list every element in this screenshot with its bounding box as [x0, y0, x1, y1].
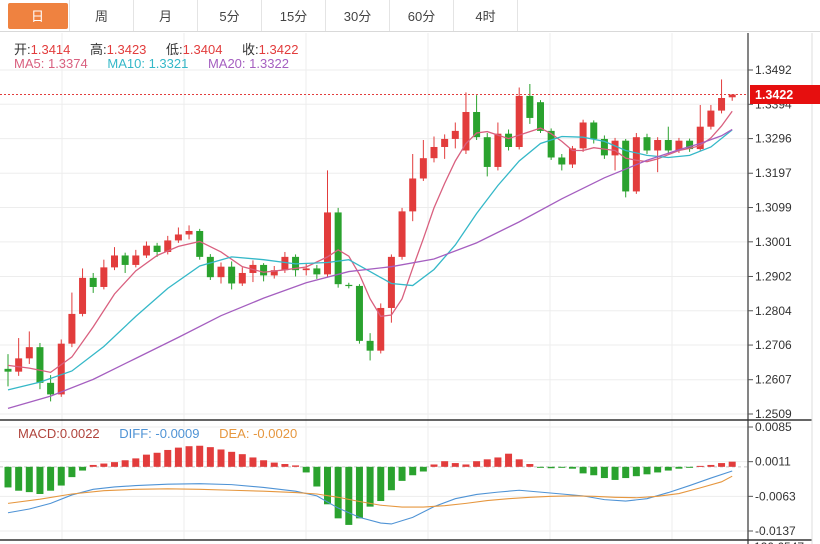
high-value: 1.3423: [106, 42, 147, 57]
svg-text:0.0085: 0.0085: [755, 420, 792, 434]
pane-borders: [0, 33, 813, 544]
ma5-line: [7, 110, 733, 374]
svg-text:1.2804: 1.2804: [755, 304, 792, 318]
close-label: 收:: [242, 42, 259, 57]
svg-text:1.3197: 1.3197: [755, 166, 792, 180]
svg-text:1.2509: 1.2509: [755, 407, 792, 421]
ma20-line: [7, 128, 733, 410]
svg-text:1.3001: 1.3001: [755, 235, 792, 249]
ma5-label: MA5:: [14, 56, 45, 71]
macd-value: 0.0022: [59, 426, 100, 441]
ma5-value: 1.3374: [47, 56, 88, 71]
tab-label-week: 周: [94, 9, 108, 24]
timeframe-tab-bar: 日 周 月 5分 15分 30分 60分 4时: [0, 0, 820, 32]
macd-readout: MACD:0.0022 DIFF: -0.0009 DEA: -0.0020: [18, 426, 313, 441]
ma10-value: 1.3321: [148, 56, 189, 71]
dea-value: -0.0020: [253, 426, 298, 441]
macd-axis: 0.0085 0.0011 -0.0063 -0.0137: [748, 420, 796, 538]
svg-text:1.3492: 1.3492: [755, 63, 792, 77]
clipped-axis-label: 120.6547: [754, 541, 818, 544]
diff-label: DIFF:: [119, 426, 152, 441]
tab-60min[interactable]: 60分: [390, 0, 454, 31]
ma10-line: [7, 129, 733, 391]
tab-15min[interactable]: 15分: [262, 0, 326, 31]
low-value: 1.3404: [182, 42, 223, 57]
tab-month[interactable]: 月: [134, 0, 198, 31]
tab-label-day: 日: [7, 2, 68, 29]
tab-week[interactable]: 周: [70, 0, 134, 31]
svg-text:0.0011: 0.0011: [755, 455, 791, 469]
svg-text:1.2902: 1.2902: [755, 269, 792, 283]
tab-label-month: 月: [158, 9, 172, 24]
svg-text:-0.0063: -0.0063: [755, 489, 796, 503]
high-label: 高:: [90, 42, 107, 57]
ma-readout: MA5: 1.3374 MA10: 1.3321 MA20: 1.3322: [14, 56, 305, 71]
svg-text:-0.0137: -0.0137: [755, 524, 796, 538]
macd-bars: [4, 445, 736, 525]
ma10-label: MA10:: [107, 56, 145, 71]
svg-text:1.2706: 1.2706: [755, 338, 792, 352]
tab-label-30min: 30分: [343, 9, 372, 24]
tab-4hour[interactable]: 4时: [454, 0, 518, 31]
svg-text:1.3296: 1.3296: [755, 132, 792, 146]
dea-label: DEA:: [219, 426, 250, 441]
open-label: 开:: [14, 42, 31, 57]
svg-text:1.3422: 1.3422: [755, 88, 793, 102]
ma20-value: 1.3322: [249, 56, 289, 71]
diff-line: [7, 470, 733, 525]
low-label: 低:: [166, 42, 183, 57]
svg-text:1.2607: 1.2607: [755, 373, 792, 387]
tab-label-15min: 15分: [279, 9, 308, 24]
ohlc-readout: 开:1.3414 高:1.3423 低:1.3404 收:1.3422: [14, 39, 314, 58]
chart-canvas[interactable]: 1.34921.33941.32961.31971.30991.30011.29…: [0, 32, 820, 544]
tab-day[interactable]: 日: [6, 0, 70, 31]
svg-text:1.3099: 1.3099: [755, 201, 792, 215]
open-value: 1.3414: [30, 42, 71, 57]
tab-label-60min: 60分: [407, 9, 436, 24]
ma20-label: MA20:: [207, 56, 246, 71]
macd-label: MACD:: [18, 426, 60, 441]
tab-30min[interactable]: 30分: [326, 0, 390, 31]
current-price-tag: 1.3422: [750, 84, 820, 104]
price-axis: 1.34921.33941.32961.31971.30991.30011.29…: [748, 63, 792, 421]
gridlines: [0, 33, 748, 540]
candles: [4, 79, 736, 402]
tab-5min[interactable]: 5分: [198, 0, 262, 31]
dea-line: [7, 475, 733, 508]
diff-value: -0.0009: [155, 426, 200, 441]
tab-label-4hour: 4时: [475, 9, 496, 24]
tab-label-5min: 5分: [219, 9, 240, 24]
close-value: 1.3422: [258, 42, 299, 57]
